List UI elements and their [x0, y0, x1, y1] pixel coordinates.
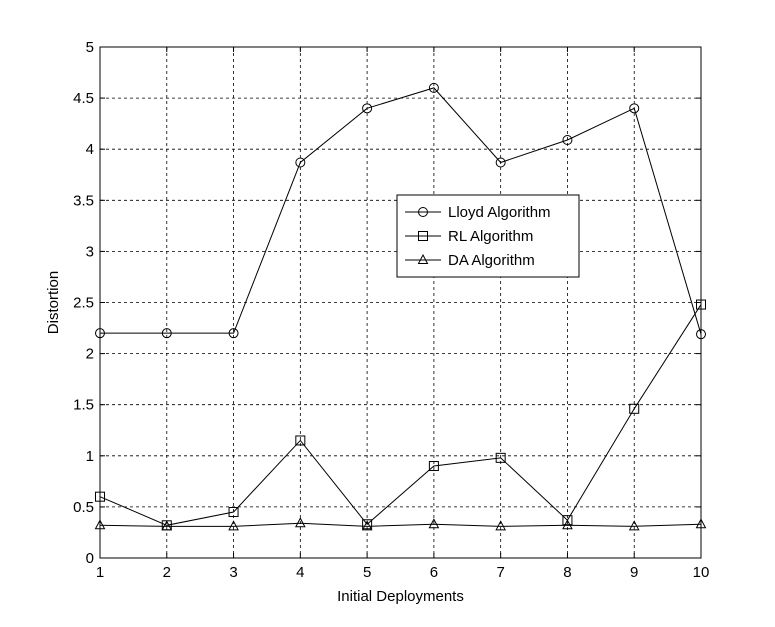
legend-marker — [418, 231, 428, 241]
data-point — [428, 82, 439, 93]
series-line — [100, 87, 702, 335]
series-layer — [94, 82, 707, 531]
y-tick-label: 5 — [86, 39, 94, 56]
series-circle — [95, 82, 706, 340]
y-tick-label: 3.5 — [73, 192, 94, 209]
y-tick-label: 1.5 — [73, 397, 94, 414]
y-tick-label: 2 — [86, 346, 94, 363]
y-tick-label: 4.5 — [73, 90, 94, 107]
x-tick-label: 1 — [96, 564, 104, 581]
x-tick-label: 7 — [496, 564, 504, 581]
legend-marker — [418, 207, 428, 217]
data-point — [428, 518, 440, 529]
legend-label: DA Algorithm — [448, 252, 535, 269]
y-tick-label: 0.5 — [73, 499, 94, 516]
series-square — [95, 299, 706, 531]
y-tick-label: 1 — [86, 448, 94, 465]
data-point — [295, 157, 306, 168]
x-tick-label: 10 — [693, 564, 710, 581]
data-point — [295, 435, 306, 446]
legend-label: RL Algorithm — [448, 228, 533, 245]
data-point — [95, 491, 105, 502]
series-triangle — [94, 517, 707, 531]
data-point — [94, 519, 106, 530]
data-point — [628, 520, 640, 531]
y-tick-label: 3 — [86, 243, 94, 260]
legend-entry: Lloyd Algorithm — [405, 204, 551, 221]
legend-label: Lloyd Algorithm — [448, 204, 551, 221]
data-point — [629, 403, 640, 414]
data-point — [228, 507, 239, 518]
data-point — [695, 518, 707, 529]
data-point — [362, 519, 373, 530]
data-point — [495, 520, 506, 531]
x-axis-label: Initial Deployments — [337, 588, 464, 605]
data-point — [562, 135, 573, 146]
legend: Lloyd Algorithm RL Algorithm DA Algorithm — [396, 194, 580, 278]
data-point — [629, 103, 640, 114]
data-point — [562, 519, 573, 530]
axis-ticks: 1 2 3 4 5 6 7 8 9 10 0 0.5 1 1.5 2 2.5 3 3.5 4 4.5 5 — [73, 39, 709, 581]
data-point — [495, 452, 506, 463]
y-tick-label: 2.5 — [73, 295, 94, 312]
x-tick-label: 6 — [430, 564, 438, 581]
x-tick-label: 8 — [563, 564, 571, 581]
data-point — [696, 329, 706, 340]
x-tick-label: 2 — [163, 564, 171, 581]
data-point — [562, 515, 573, 526]
y-tick-label: 0 — [86, 550, 94, 567]
data-point — [161, 328, 172, 339]
data-point — [295, 517, 306, 528]
data-point — [428, 461, 439, 472]
data-point — [495, 157, 506, 168]
data-point — [228, 520, 239, 531]
series-line — [99, 522, 702, 527]
y-axis-label: Distortion — [45, 271, 62, 334]
data-point — [95, 328, 105, 339]
legend-entry: RL Algorithm — [405, 228, 533, 245]
data-point — [161, 520, 173, 531]
data-point — [696, 299, 706, 310]
series-line — [99, 304, 702, 526]
legend-entry: DA Algorithm — [405, 252, 535, 269]
legend-marker — [417, 253, 429, 264]
data-point — [228, 328, 239, 339]
x-tick-label: 5 — [363, 564, 371, 581]
x-tick-label: 3 — [229, 564, 237, 581]
x-tick-label: 4 — [296, 564, 304, 581]
data-point — [361, 520, 373, 531]
x-tick-label: 9 — [630, 564, 638, 581]
y-tick-label: 4 — [86, 141, 94, 158]
data-point — [362, 103, 373, 114]
